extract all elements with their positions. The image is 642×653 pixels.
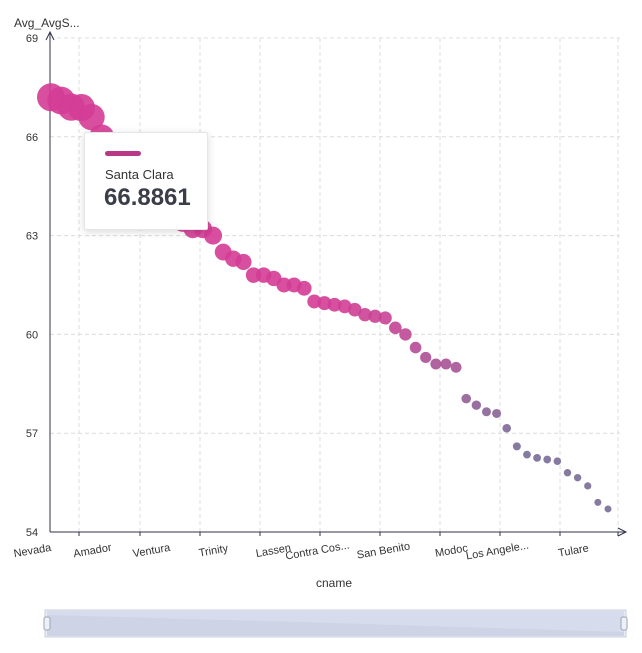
tooltip-value: 66.8861 (104, 184, 191, 211)
data-point[interactable] (471, 400, 482, 410)
data-point[interactable] (533, 454, 542, 462)
axes (45, 30, 628, 537)
data-point[interactable] (399, 328, 412, 341)
slider-selection[interactable] (47, 611, 624, 636)
data-point[interactable] (461, 393, 472, 404)
x-tick-label: San Benito (356, 540, 411, 561)
y-axis-title: Avg_AvgS... (14, 16, 80, 30)
tooltip-series-name: Santa Clara (105, 167, 174, 182)
y-tick-label: 69 (26, 33, 38, 45)
y-tick-label: 63 (26, 231, 38, 243)
y-tick-label: 66 (26, 132, 38, 144)
data-point[interactable] (348, 302, 362, 317)
data-point[interactable] (235, 253, 252, 271)
data-point[interactable] (512, 442, 521, 451)
x-tick-label: Amador (72, 542, 112, 561)
data-point[interactable] (378, 311, 392, 325)
data-point[interactable] (368, 309, 382, 323)
data-point[interactable] (502, 423, 512, 433)
x-tick-label: Nevada (13, 542, 53, 561)
data-point[interactable] (409, 341, 422, 354)
data-point[interactable] (523, 450, 531, 459)
data-point[interactable] (543, 455, 552, 464)
x-tick-label: Tulare (557, 542, 589, 559)
x-tick-label: Contra Cos... (285, 540, 351, 563)
data-point[interactable] (563, 469, 572, 477)
y-tick-label: 54 (26, 527, 38, 539)
data-point[interactable] (204, 226, 223, 245)
y-tick-label: 57 (26, 428, 38, 440)
data-point[interactable] (296, 280, 312, 296)
data-point[interactable] (604, 505, 612, 513)
slider-handle-right[interactable] (620, 616, 628, 631)
x-axis-arrow (617, 527, 628, 537)
data-point[interactable] (584, 482, 592, 490)
data-point[interactable] (327, 297, 342, 312)
data-point[interactable] (492, 408, 502, 418)
data-zoom-slider[interactable] (43, 609, 628, 638)
x-tick-label: Ventura (132, 542, 172, 561)
x-tick-label: Trinity (198, 542, 230, 559)
slider-handle-left[interactable] (43, 616, 51, 631)
tooltip-color-swatch (105, 151, 141, 156)
data-point[interactable] (358, 307, 372, 322)
x-tick-label: Modoc (434, 542, 469, 560)
data-point[interactable] (450, 361, 462, 373)
data-point[interactable] (481, 407, 491, 417)
tooltip: Santa Clara 66.8861 (84, 132, 208, 230)
data-point[interactable] (440, 358, 452, 370)
x-axis-title: cname (316, 576, 352, 590)
data-point[interactable] (78, 103, 105, 131)
data-point[interactable] (594, 498, 602, 506)
data-point[interactable] (553, 457, 562, 465)
data-point[interactable] (573, 473, 582, 482)
data-point[interactable] (430, 358, 442, 370)
data-point[interactable] (389, 321, 402, 335)
x-tick-label: Los Angele... (465, 540, 530, 563)
y-tick-label: 60 (26, 329, 38, 341)
y-axis-arrow (45, 30, 55, 41)
data-point[interactable] (420, 351, 432, 364)
